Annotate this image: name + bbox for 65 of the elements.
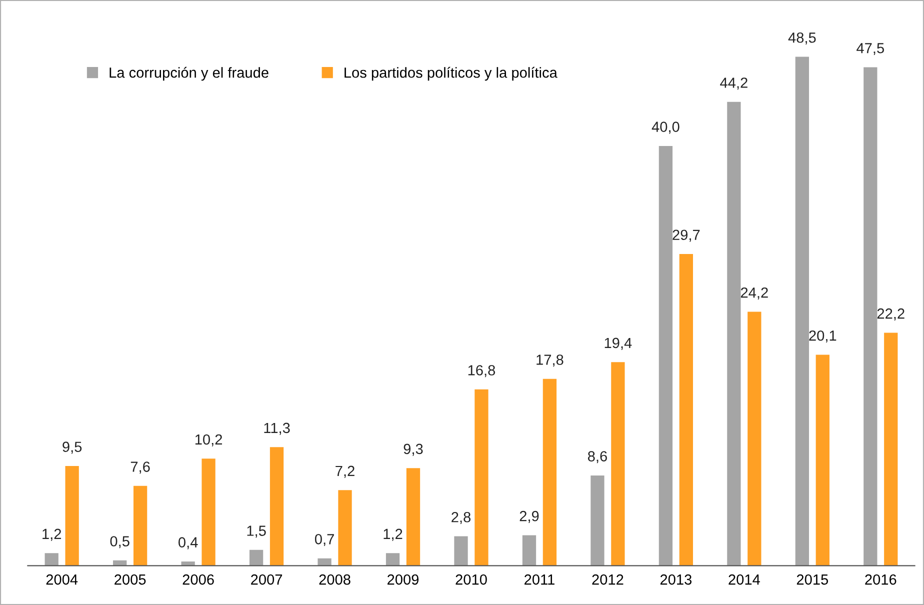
bar xyxy=(795,56,809,566)
x-tick-label: 2009 xyxy=(388,574,419,585)
bar xyxy=(202,458,216,566)
data-label: 17,8 xyxy=(536,354,564,367)
bar xyxy=(590,475,604,566)
legend-label: Los partidos políticos y la política xyxy=(344,66,558,81)
bar xyxy=(318,558,332,566)
data-label: 1,5 xyxy=(247,526,266,538)
bar xyxy=(406,468,420,566)
data-label: 22,2 xyxy=(877,308,904,320)
data-label: 1,2 xyxy=(384,528,402,541)
bar xyxy=(542,378,557,566)
bar xyxy=(338,490,352,566)
bar xyxy=(679,254,693,566)
data-label: 9,5 xyxy=(62,442,82,454)
x-tick-label: 2016 xyxy=(865,574,896,585)
data-label: 8,6 xyxy=(588,451,607,464)
bar xyxy=(884,332,898,566)
bar xyxy=(133,486,148,566)
bar xyxy=(727,102,741,566)
data-label: 47,5 xyxy=(856,43,884,56)
x-tick-label: 2015 xyxy=(796,574,828,585)
bar xyxy=(748,312,762,566)
x-tick-label: 2008 xyxy=(319,574,350,585)
data-label: 0,4 xyxy=(178,537,198,550)
data-label: 9,3 xyxy=(404,444,423,456)
data-label: 19,4 xyxy=(604,338,632,350)
data-label: 0,5 xyxy=(110,536,130,548)
x-tick-label: 2006 xyxy=(182,574,214,585)
x-tick-label: 2013 xyxy=(660,574,692,585)
bar xyxy=(816,354,830,566)
legend-label: La corrupción y el fraude xyxy=(110,66,268,81)
bar xyxy=(386,553,400,566)
bar xyxy=(474,389,488,566)
data-label: 2,8 xyxy=(452,512,471,524)
data-label: 7,2 xyxy=(336,466,354,478)
x-tick-label: 2014 xyxy=(728,574,760,585)
bar xyxy=(249,550,264,566)
data-label: 16,8 xyxy=(468,365,496,378)
x-tick-label: 2012 xyxy=(592,574,624,585)
bar xyxy=(44,553,58,566)
bar xyxy=(454,536,468,566)
data-label: 7,6 xyxy=(130,462,150,474)
bar xyxy=(611,362,625,566)
bar xyxy=(658,146,673,566)
data-label: 10,2 xyxy=(195,434,222,446)
x-tick-label: 2005 xyxy=(114,574,146,585)
data-label: 24,2 xyxy=(740,287,768,300)
data-label: 1,2 xyxy=(42,528,62,541)
data-label: 0,7 xyxy=(314,534,334,546)
data-label: 29,7 xyxy=(672,230,700,242)
data-label: 40,0 xyxy=(652,122,680,134)
data-label: 44,2 xyxy=(720,78,748,90)
bar xyxy=(270,447,284,566)
data-label: 20,1 xyxy=(809,330,836,343)
x-tick-label: 2004 xyxy=(46,574,78,585)
bar xyxy=(864,67,878,566)
data-label: 2,9 xyxy=(520,510,539,523)
data-label: 48,5 xyxy=(788,32,816,45)
x-tick-label: 2007 xyxy=(251,574,282,585)
data-label: 11,3 xyxy=(264,422,290,435)
bar xyxy=(65,466,79,566)
x-tick-label: 2010 xyxy=(456,574,487,585)
bar xyxy=(522,535,536,566)
x-tick-label: 2011 xyxy=(524,574,554,585)
